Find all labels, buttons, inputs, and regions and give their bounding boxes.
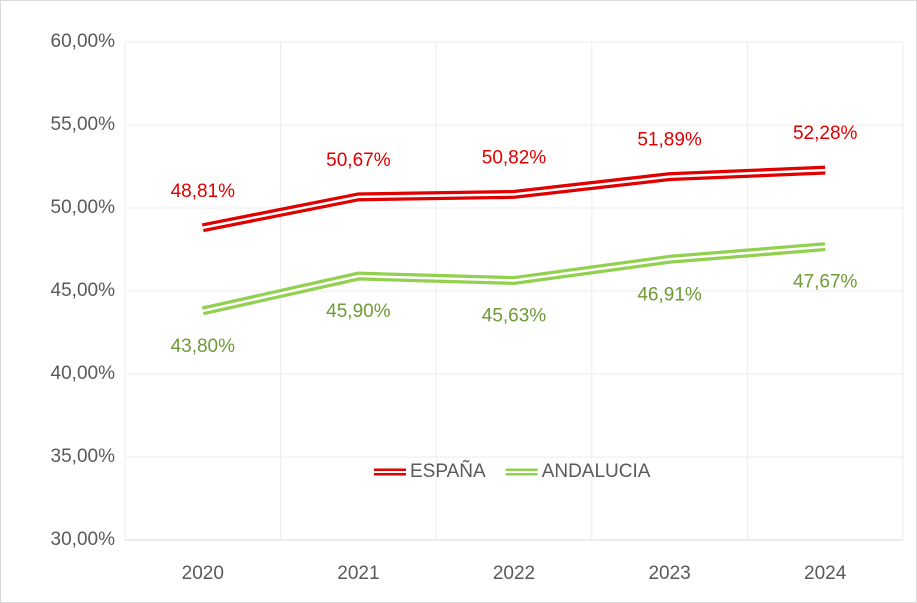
y-tick-label: 40,00%	[51, 363, 116, 384]
data-label: 47,67%	[793, 272, 858, 293]
data-label: 46,91%	[637, 284, 702, 305]
x-tick-label: 2023	[648, 563, 690, 584]
data-label: 48,81%	[171, 181, 236, 202]
data-label: 51,89%	[637, 130, 702, 151]
x-tick-label: 2020	[182, 563, 224, 584]
x-tick-label: 2022	[493, 563, 535, 584]
series-line-inner	[202, 245, 826, 313]
series-line-inner	[202, 168, 826, 229]
data-label: 43,80%	[171, 336, 236, 357]
legend-label: ESPAÑA	[410, 460, 486, 482]
y-tick-label: 50,00%	[51, 197, 116, 218]
y-tick-label: 60,00%	[51, 31, 116, 52]
data-label: 50,82%	[482, 147, 547, 168]
y-tick-label: 35,00%	[51, 446, 116, 467]
data-label: 45,63%	[482, 306, 547, 327]
y-tick-label: 55,00%	[51, 114, 116, 135]
y-tick-label: 45,00%	[51, 280, 116, 301]
legend-label: ANDALUCIA	[542, 461, 651, 482]
data-label: 52,28%	[793, 123, 858, 144]
y-tick-label: 30,00%	[51, 529, 116, 550]
data-label: 50,67%	[326, 150, 391, 171]
data-label: 45,90%	[326, 301, 391, 322]
x-tick-label: 2021	[337, 563, 379, 584]
x-tick-label: 2024	[804, 563, 847, 584]
